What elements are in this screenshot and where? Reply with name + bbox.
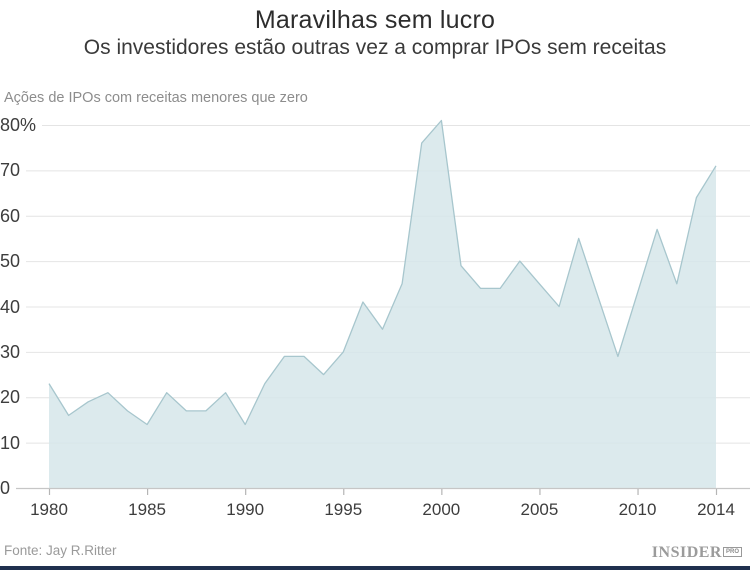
- x-axis-label: 1985: [128, 500, 166, 519]
- y-axis-label: 20: [0, 387, 27, 408]
- x-axis-label: 1990: [226, 500, 265, 519]
- y-axis-title: Ações de IPOs com receitas menores que z…: [4, 90, 308, 106]
- y-axis-label: 70: [0, 160, 27, 181]
- chart-title: Maravilhas sem lucro: [254, 6, 496, 34]
- y-axis-label: 10: [0, 432, 27, 453]
- source-note: Fonte: Jay R.Ritter: [4, 543, 117, 558]
- y-axis-label: 0: [0, 478, 17, 498]
- y-axis-label: 30: [0, 341, 27, 362]
- x-axis-label: 1980: [30, 500, 68, 519]
- insider-pro-logo: INSIDER PRO: [652, 545, 742, 561]
- x-axis-label: 2005: [520, 500, 559, 519]
- y-axis-label: 60: [0, 205, 27, 226]
- y-axis-label: 50: [0, 251, 27, 272]
- x-axis-label: 1995: [324, 500, 363, 519]
- logo-text: INSIDER: [651, 544, 722, 561]
- y-axis-label: 80%: [0, 115, 43, 135]
- chart-subtitle: Os investidores estão outras vez a compr…: [83, 36, 667, 59]
- data-line: [48, 119, 717, 426]
- x-axis-label: 2000: [422, 500, 461, 519]
- x-axis-label: 2014: [697, 500, 735, 519]
- logo-pro-badge: PRO: [722, 547, 742, 557]
- brand-bottom-bar: [0, 566, 750, 570]
- area-fill: [49, 120, 716, 488]
- x-axis-label: 2010: [618, 500, 657, 519]
- y-axis-label: 40: [0, 296, 27, 317]
